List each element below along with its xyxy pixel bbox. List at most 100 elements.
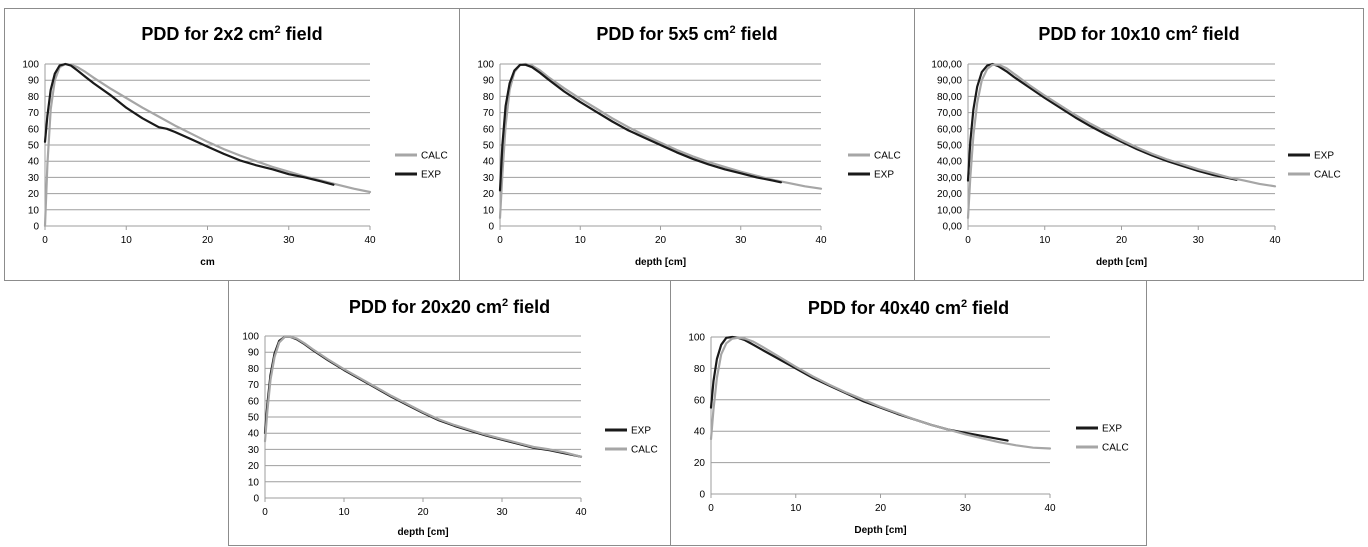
x-axis-label: depth [cm] <box>397 527 448 538</box>
y-tick-label: 40 <box>28 157 40 168</box>
x-tick-label: 0 <box>262 507 268 518</box>
y-tick-label: 20 <box>483 189 495 200</box>
y-tick-label: 70 <box>28 108 40 119</box>
y-tick-label: 0 <box>253 494 259 505</box>
y-tick-label: 60 <box>248 396 260 407</box>
y-tick-label: 30 <box>28 173 40 184</box>
y-tick-label: 10 <box>483 205 495 216</box>
chart-panel-2x2: PDD for 2x2 cm2 field 0 10 20 30 40 50 60 70 80 90… <box>4 8 460 281</box>
chart-panel-10x10: PDD for 10x10 cm2 field 0,00 10,00 20,00 30,… <box>914 8 1364 281</box>
legend-label-calc: CALC <box>631 445 658 456</box>
x-tick-label: 30 <box>960 503 972 514</box>
chart-title: PDD for 5x5 cm2 field <box>596 24 777 44</box>
y-tick-label: 0 <box>488 222 494 233</box>
y-tick-label: 60,00 <box>937 124 962 135</box>
series-line-exp <box>498 63 782 192</box>
y-tick-label: 10 <box>28 205 40 216</box>
x-tick-label: 30 <box>496 507 508 518</box>
y-tick-label: 80 <box>28 92 40 103</box>
x-tick-label: 40 <box>1269 235 1281 246</box>
x-tick-label: 40 <box>815 235 827 246</box>
x-tick-label: 10 <box>121 235 133 246</box>
y-tick-label: 10 <box>248 477 260 488</box>
y-tick-label: 40,00 <box>937 157 962 168</box>
legend-label-calc: CALC <box>874 151 901 162</box>
series-line-exp <box>966 62 1238 182</box>
chart-svg-2x2: PDD for 2x2 cm2 field 0 10 20 30 40 50 60 70 80 90… <box>22 24 448 268</box>
x-tick-label: 10 <box>790 503 802 514</box>
chart-svg-5x5: PDD for 5x5 cm2 field 0 10 20 30 40 50 60 70 80 90… <box>477 24 901 268</box>
x-axis-label: Depth [cm] <box>854 525 906 536</box>
series-line-calc <box>966 63 1277 219</box>
x-tick-label: 0 <box>708 503 714 514</box>
x-tick-label: 40 <box>575 507 587 518</box>
y-tick-label: 100 <box>477 60 494 71</box>
legend-label-calc: CALC <box>1314 170 1341 181</box>
x-tick-label: 20 <box>202 235 214 246</box>
chart-svg-20x20: PDD for 20x20 cm2 field 0 10 20 30 40 50 60 70 80… <box>242 297 658 538</box>
y-tick-label: 0 <box>699 490 705 501</box>
legend-label-exp: EXP <box>1102 424 1122 435</box>
y-tick-label: 30 <box>483 173 495 184</box>
y-tick-label: 0,00 <box>943 222 963 233</box>
y-tick-label: 60 <box>28 124 40 135</box>
chart-panel-40x40: PDD for 40x40 cm2 field 0 20 40 60 80 100 0 10 20… <box>670 280 1147 546</box>
x-tick-label: 30 <box>735 235 747 246</box>
y-tick-label: 100 <box>22 60 39 71</box>
y-tick-label: 40 <box>248 429 260 440</box>
chart-panel-5x5: PDD for 5x5 cm2 field 0 10 20 30 40 50 60 70 80 90… <box>459 8 915 281</box>
legend-label-exp: EXP <box>1314 151 1334 162</box>
x-tick-label: 20 <box>1116 235 1128 246</box>
y-tick-label: 50,00 <box>937 141 962 152</box>
legend-label-calc: CALC <box>421 151 448 162</box>
x-tick-label: 20 <box>875 503 887 514</box>
x-tick-label: 0 <box>42 235 48 246</box>
y-tick-label: 70,00 <box>937 108 962 119</box>
y-tick-label: 60 <box>483 124 495 135</box>
chart-title: PDD for 2x2 cm2 field <box>141 24 322 44</box>
y-tick-label: 0 <box>33 222 39 233</box>
y-tick-label: 20 <box>248 461 260 472</box>
chart-panel-20x20: PDD for 20x20 cm2 field 0 10 20 30 40 50 60 70 80… <box>228 280 671 546</box>
x-tick-label: 10 <box>1039 235 1051 246</box>
y-tick-label: 80 <box>483 92 495 103</box>
series-line-calc <box>709 336 1052 450</box>
x-axis-label: depth [cm] <box>635 257 686 268</box>
y-tick-label: 90 <box>483 76 495 87</box>
y-tick-label: 50 <box>28 141 40 152</box>
x-tick-label: 40 <box>364 235 376 246</box>
y-tick-label: 30,00 <box>937 173 962 184</box>
y-tick-label: 70 <box>248 380 260 391</box>
legend-label-exp: EXP <box>631 426 651 437</box>
y-tick-label: 90 <box>28 76 40 87</box>
x-axis-label: depth [cm] <box>1096 257 1147 268</box>
y-tick-label: 30 <box>248 445 260 456</box>
chart-title: PDD for 10x10 cm2 field <box>1038 24 1239 44</box>
y-tick-label: 80 <box>248 364 260 375</box>
x-tick-label: 0 <box>497 235 503 246</box>
series-line-exp <box>43 62 335 186</box>
x-tick-label: 30 <box>283 235 295 246</box>
x-tick-label: 20 <box>417 507 429 518</box>
series-line-exp <box>263 335 583 458</box>
y-tick-label: 40 <box>483 157 495 168</box>
chart-title: PDD for 20x20 cm2 field <box>349 297 550 317</box>
legend-label-calc: CALC <box>1102 443 1129 454</box>
y-tick-label: 20 <box>694 458 706 469</box>
x-tick-label: 0 <box>965 235 971 246</box>
series-line-calc <box>498 62 823 219</box>
series-line-exp <box>709 335 1009 442</box>
y-tick-label: 50 <box>483 141 495 152</box>
y-tick-label: 80,00 <box>937 92 962 103</box>
chart-svg-10x10: PDD for 10x10 cm2 field 0,00 10,00 20,00 30,… <box>931 24 1341 268</box>
x-tick-label: 10 <box>338 507 350 518</box>
y-tick-label: 90,00 <box>937 76 962 87</box>
y-tick-label: 60 <box>694 395 706 406</box>
y-tick-label: 10,00 <box>937 205 962 216</box>
legend-label-exp: EXP <box>874 170 894 181</box>
x-tick-label: 40 <box>1044 503 1056 514</box>
y-tick-label: 90 <box>248 348 260 359</box>
y-tick-label: 70 <box>483 108 495 119</box>
series-line-calc <box>263 335 583 458</box>
x-tick-label: 30 <box>1193 235 1205 246</box>
